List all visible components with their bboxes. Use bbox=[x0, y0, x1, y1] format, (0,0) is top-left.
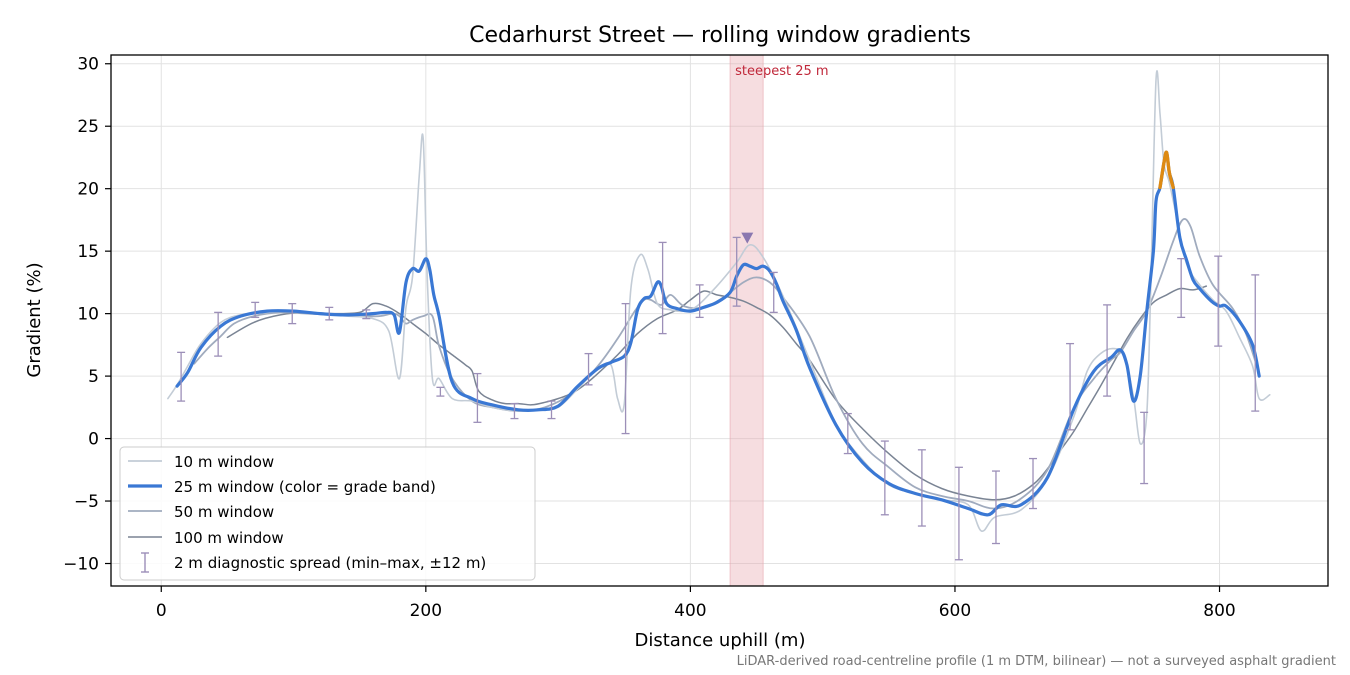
errorbar-4 bbox=[325, 306, 334, 321]
footnote: LiDAR-derived road-centreline profile (1… bbox=[737, 654, 1336, 669]
errorbar-20 bbox=[991, 470, 1000, 545]
series-25m-high-grade-segment-0 bbox=[1158, 150, 1175, 190]
errorbar-17 bbox=[880, 440, 889, 516]
legend-swatch-errorbar bbox=[141, 552, 149, 573]
plot-frame bbox=[110, 54, 1329, 587]
errorbar-21 bbox=[1029, 457, 1038, 510]
steepest-band: steepest 25 m bbox=[729, 54, 829, 587]
errorbar-15 bbox=[769, 271, 778, 314]
steepest-marker-group bbox=[741, 232, 754, 244]
x-tick-label-3: 600 bbox=[939, 601, 971, 621]
y-axis-label: Gradient (%) bbox=[24, 262, 45, 377]
errorbar-11 bbox=[621, 302, 630, 435]
y-tick-label-0: −10 bbox=[63, 555, 99, 575]
errorbar-10 bbox=[584, 352, 593, 386]
errorbar-3 bbox=[288, 302, 297, 325]
steepest-band-rect bbox=[729, 54, 764, 587]
legend-box bbox=[119, 446, 536, 581]
errorbar-8 bbox=[510, 402, 519, 420]
errorbar-16 bbox=[843, 412, 852, 455]
errorbar-9 bbox=[547, 400, 556, 420]
y-tick-label-3: 5 bbox=[88, 367, 99, 387]
errorbar-12 bbox=[658, 241, 667, 335]
series-100m-line bbox=[226, 285, 1208, 501]
y-tick-label-2: 0 bbox=[88, 430, 99, 450]
errorbar-26 bbox=[1214, 255, 1223, 347]
errorbar-7 bbox=[473, 372, 482, 423]
errorbar-23 bbox=[1103, 304, 1112, 397]
errorbar-27 bbox=[1251, 274, 1260, 412]
x-axis-label: Distance uphill (m) bbox=[635, 630, 806, 651]
x-tick-label-2: 400 bbox=[674, 601, 706, 621]
errorbar-22 bbox=[1066, 342, 1075, 431]
series-10m-line bbox=[167, 70, 1271, 532]
y-tick-label-6: 20 bbox=[77, 180, 99, 200]
errorbar-6 bbox=[436, 386, 445, 397]
y-tick-label-5: 15 bbox=[77, 242, 99, 262]
legend: 10 m window 25 m window (color = grade b… bbox=[119, 446, 536, 581]
steepest-marker-icon bbox=[741, 232, 754, 244]
errorbar-13 bbox=[695, 284, 704, 319]
errorbar-18 bbox=[917, 449, 926, 527]
y-tick-label-1: −5 bbox=[74, 492, 99, 512]
axis-ticks: 0 200 400 600 800 −10 −5 0 5 10 15 20 25 30 bbox=[63, 55, 1236, 621]
x-tick-label-1: 200 bbox=[410, 601, 442, 621]
legend-label-w50: 50 m window bbox=[174, 503, 274, 521]
steepest-band-label: steepest 25 m bbox=[735, 64, 828, 79]
errorbar-2 bbox=[251, 301, 260, 319]
errorbar-25 bbox=[1177, 258, 1186, 319]
chart-title: Cedarhurst Street — rolling window gradi… bbox=[469, 23, 971, 48]
legend-label-w100: 100 m window bbox=[174, 529, 284, 547]
errorbar-19 bbox=[954, 466, 963, 561]
y-tick-label-7: 25 bbox=[77, 117, 99, 137]
grid bbox=[111, 55, 1328, 586]
legend-label-w25: 25 m window (color = grade band) bbox=[174, 478, 436, 496]
legend-label-errorbar: 2 m diagnostic spread (min–max, ±12 m) bbox=[174, 554, 486, 572]
errorbar-0 bbox=[177, 351, 186, 402]
errorbar-14 bbox=[732, 236, 741, 307]
y-tick-label-4: 10 bbox=[77, 305, 99, 325]
y-tick-label-8: 30 bbox=[77, 55, 99, 75]
errorbar-24 bbox=[1140, 411, 1149, 485]
errorbars bbox=[177, 236, 1260, 561]
errorbar-5 bbox=[362, 309, 371, 320]
x-tick-label-4: 800 bbox=[1203, 601, 1235, 621]
legend-label-w10: 10 m window bbox=[174, 453, 274, 471]
plot-lines bbox=[167, 70, 1271, 532]
errorbar-1 bbox=[214, 311, 223, 357]
x-tick-label-0: 0 bbox=[156, 601, 167, 621]
